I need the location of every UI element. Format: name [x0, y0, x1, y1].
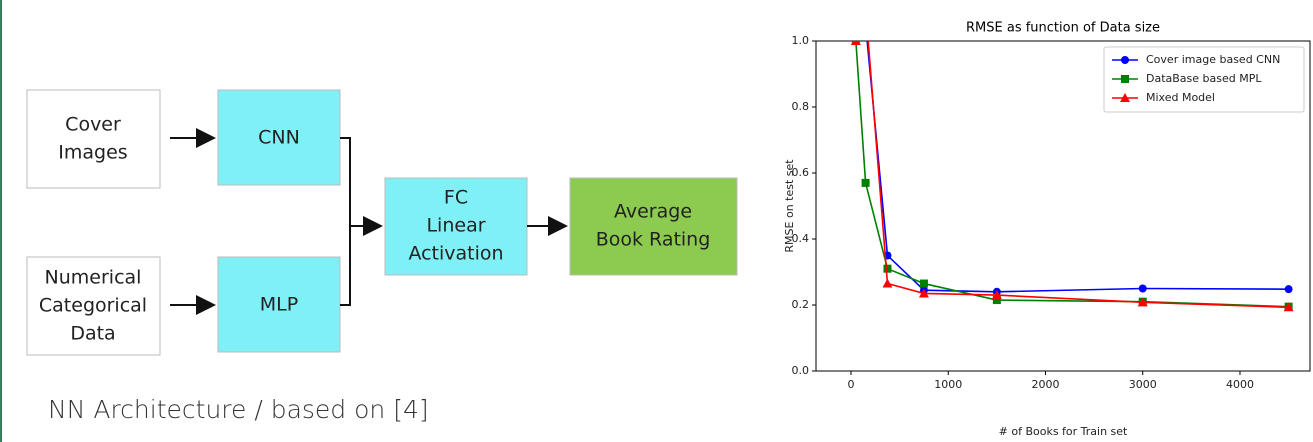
node-label: Book Rating: [596, 229, 711, 251]
legend-label: Cover image based CNN: [1146, 53, 1280, 66]
arrow: [340, 137, 381, 306]
node-label: Linear: [426, 215, 485, 237]
point: [861, 178, 870, 187]
plot-area: [850, 3, 1294, 312]
legend-marker: [1120, 93, 1130, 102]
node-label: Images: [58, 142, 127, 164]
point: [991, 290, 1002, 300]
node-label: Cover: [65, 114, 121, 136]
node-label: FC: [444, 187, 468, 209]
mlp-box: [217, 256, 341, 353]
x-tick-label: 0: [848, 378, 855, 391]
point: [883, 264, 892, 273]
x-tick-label: 2000: [1031, 378, 1059, 391]
output-box: [569, 177, 738, 276]
point: [919, 279, 928, 288]
node-label: Categorical: [39, 295, 147, 317]
x-axis-label: # of Books for Train set: [999, 425, 1128, 438]
legend-label: Mixed Model: [1146, 91, 1215, 104]
y-tick-label: 0.8: [792, 100, 810, 113]
cnn-box: [217, 89, 341, 186]
legend-marker: [1121, 56, 1129, 64]
node-label: Numerical: [45, 267, 142, 289]
x-tick-label: 4000: [1226, 378, 1254, 391]
fc-box: [384, 177, 528, 276]
node-label: Data: [70, 323, 115, 345]
y-tick-label: 0.0: [792, 364, 810, 377]
y-tick-label: 1.0: [792, 34, 810, 47]
point: [1138, 284, 1147, 293]
chart-title: RMSE as function of Data size: [966, 21, 1160, 36]
legend-box: [1103, 46, 1305, 113]
x-tick-label: 3000: [1129, 378, 1157, 391]
edge-bar: [0, 0, 2, 442]
node-label: MLP: [260, 294, 298, 316]
legend-label: DataBase based MPL: [1146, 72, 1262, 85]
point: [1284, 285, 1293, 294]
point: [992, 296, 1001, 305]
point: [918, 288, 929, 298]
x-tick-label: 1000: [934, 378, 962, 391]
point: [1283, 302, 1294, 312]
point: [882, 278, 893, 288]
y-tick-label: 0.6: [792, 166, 810, 179]
legend-marker: [1121, 75, 1129, 83]
point: [862, 21, 870, 29]
point: [850, 41, 861, 45]
node-label: Average: [614, 201, 692, 223]
y-tick-label: 0.2: [792, 298, 810, 311]
diagram: NN Architecture / based on [4]: [26, 89, 738, 424]
input-box: [26, 256, 161, 356]
node-label: Activation: [408, 243, 503, 265]
point: [1137, 297, 1148, 307]
input-box: [26, 89, 161, 189]
series-line: [866, 41, 1289, 293]
point: [861, 3, 871, 12]
caption: NN Architecture / based on [4]: [48, 395, 429, 424]
y-tick-label: 0.4: [792, 232, 810, 245]
y-axis-label: RMSE on test set: [783, 159, 796, 253]
plot-frame: [815, 40, 1311, 372]
node-label: CNN: [258, 127, 300, 149]
